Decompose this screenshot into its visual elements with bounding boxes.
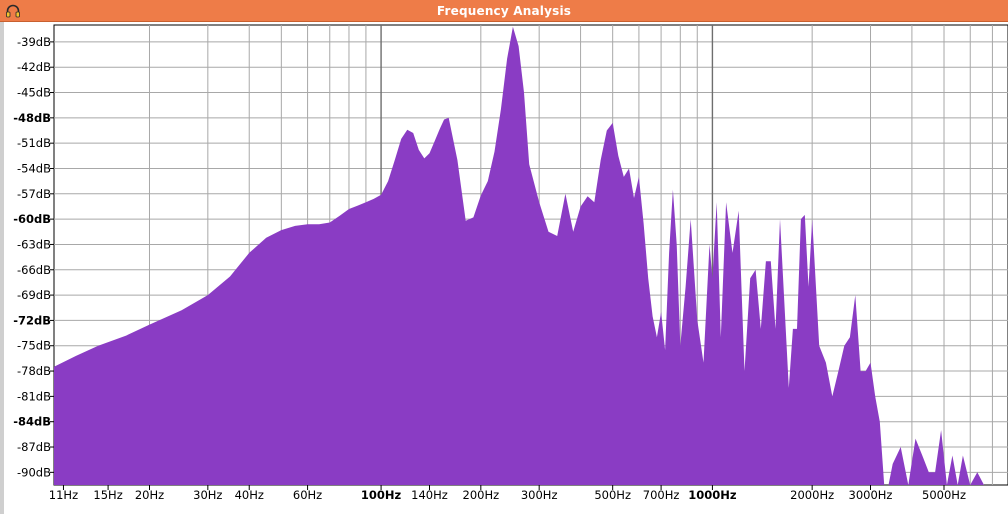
x-axis: 11Hz 15Hz 20Hz 30Hz 40Hz 60Hz 100Hz 140Hz 200Hz 3… xyxy=(49,485,966,502)
x-tick-label: 20Hz xyxy=(135,488,164,502)
x-tick-label: 15Hz xyxy=(93,488,122,502)
x-tick-label: 30Hz xyxy=(193,488,222,502)
y-tick-label: -84dB xyxy=(13,415,51,429)
y-tick-label: -87dB xyxy=(17,440,51,454)
x-tick-label: 11Hz xyxy=(49,488,78,502)
x-tick-label: 3000Hz xyxy=(849,488,893,502)
y-tick-label: -42dB xyxy=(17,60,51,74)
x-tick-label: 60Hz xyxy=(293,488,322,502)
y-axis: -39dB -42dB -45dB -48dB -51dB -54dB -57dB -60dB… xyxy=(13,35,54,479)
y-tick-label: -54dB xyxy=(17,161,51,175)
x-tick-label: 140Hz xyxy=(411,488,448,502)
x-tick-label: 500Hz xyxy=(594,488,631,502)
y-tick-label: -48dB xyxy=(13,111,51,125)
y-tick-label: -60dB xyxy=(13,212,51,226)
x-tick-label: 300Hz xyxy=(521,488,558,502)
x-tick-label: 200Hz xyxy=(463,488,500,502)
x-tick-label: 700Hz xyxy=(643,488,680,502)
window-left-edge xyxy=(0,22,4,514)
y-tick-label: -63dB xyxy=(17,237,51,251)
y-tick-label: -69dB xyxy=(17,288,51,302)
x-tick-label: 1000Hz xyxy=(688,488,737,502)
spectrum-chart[interactable]: -39dB -42dB -45dB -48dB -51dB -54dB -57dB -60dB… xyxy=(0,22,1008,514)
x-tick-label: 2000Hz xyxy=(790,488,834,502)
frequency-plot[interactable]: -39dB -42dB -45dB -48dB -51dB -54dB -57dB -60dB… xyxy=(0,22,1008,514)
y-tick-label: -81dB xyxy=(17,389,51,403)
y-tick-label: -66dB xyxy=(17,263,51,277)
y-tick-label: -90dB xyxy=(17,465,51,479)
headphones-icon xyxy=(6,4,20,18)
y-tick-label: -78dB xyxy=(17,364,51,378)
x-tick-label: 100Hz xyxy=(361,488,402,502)
y-tick-label: -75dB xyxy=(17,339,51,353)
x-tick-label: 5000Hz xyxy=(922,488,966,502)
y-tick-label: -45dB xyxy=(17,86,51,100)
y-tick-label: -51dB xyxy=(17,136,51,150)
x-tick-label: 40Hz xyxy=(235,488,264,502)
y-tick-label: -57dB xyxy=(17,187,51,201)
title-bar[interactable]: Frequency Analysis xyxy=(0,0,1008,22)
spectrum-area xyxy=(54,26,1008,485)
y-tick-label: -72dB xyxy=(13,313,51,327)
y-tick-label: -39dB xyxy=(17,35,51,49)
window-title: Frequency Analysis xyxy=(436,4,572,18)
